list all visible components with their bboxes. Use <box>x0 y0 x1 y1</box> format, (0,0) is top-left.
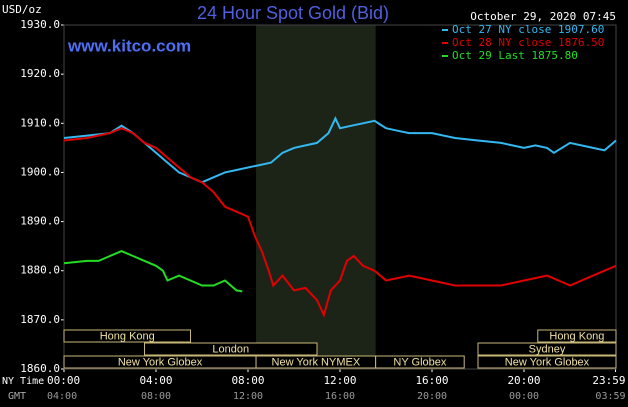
session-label: New York Globex <box>118 356 203 368</box>
session-box <box>144 342 318 356</box>
timestamp: October 29, 2020 07:45 <box>470 10 616 23</box>
session-label: New York Globex <box>505 356 590 368</box>
x-tick-label: 20:00 <box>507 374 540 387</box>
gmt-tick-label: 00:00 <box>509 391 539 402</box>
legend-entry: Oct 28 NY close 1876.50 <box>452 36 604 49</box>
session-label: NY Globex <box>393 356 446 368</box>
website: www.kitco.com <box>67 36 191 55</box>
y-tick-label: 1910.0 <box>20 116 60 129</box>
session-label: Sydney <box>529 343 566 355</box>
session-box <box>477 342 617 356</box>
session-box <box>477 355 617 369</box>
gmt-tick-label: 12:00 <box>233 391 263 402</box>
x-tick-label: 04:00 <box>139 374 172 387</box>
session-box <box>63 329 191 343</box>
x-tick-label: 08:00 <box>231 374 264 387</box>
gmt-tick-label: 04:00 <box>47 391 77 402</box>
legend-entry: Oct 29 Last 1875.80 <box>452 49 578 62</box>
legend-entry: Oct 27 NY close 1907.60 <box>452 23 604 36</box>
x-tick-label: 00:00 <box>47 374 80 387</box>
session-label: London <box>212 343 249 355</box>
y-tick-label: 1900.0 <box>20 165 60 178</box>
session-label: Hong Kong <box>549 330 604 342</box>
price-line <box>63 250 243 293</box>
plot-frame <box>63 24 617 370</box>
price-line <box>63 116 617 184</box>
gmt-tick-label: 20:00 <box>417 391 447 402</box>
y-tick-label: 1860.0 <box>20 362 60 375</box>
price-line <box>63 127 617 318</box>
x-tick-label: 23:59 <box>592 374 625 387</box>
x-tick-label: 16:00 <box>415 374 448 387</box>
chart-title: 24 Hour Spot Gold (Bid) <box>197 3 389 23</box>
gmt-tick-label: 16:00 <box>325 391 355 402</box>
x-row-label: GMT <box>8 391 26 402</box>
session-label: New York NYMEX <box>272 356 361 368</box>
session-box <box>375 355 465 369</box>
shaded-range <box>256 25 376 369</box>
y-tick-label: 1930.0 <box>20 18 60 31</box>
y-axis-label: USD/oz <box>2 3 42 16</box>
x-row-label: NY Time <box>2 376 44 387</box>
session-label: Hong Kong <box>100 330 155 342</box>
y-tick-label: 1880.0 <box>20 264 60 277</box>
gmt-tick-label: 08:00 <box>141 391 171 402</box>
y-tick-label: 1870.0 <box>20 313 60 326</box>
y-tick-label: 1920.0 <box>20 67 60 80</box>
x-tick-label: 12:00 <box>323 374 356 387</box>
session-box <box>537 329 617 343</box>
y-tick-label: 1890.0 <box>20 215 60 228</box>
gmt-tick-label: 03:59 <box>595 391 625 402</box>
